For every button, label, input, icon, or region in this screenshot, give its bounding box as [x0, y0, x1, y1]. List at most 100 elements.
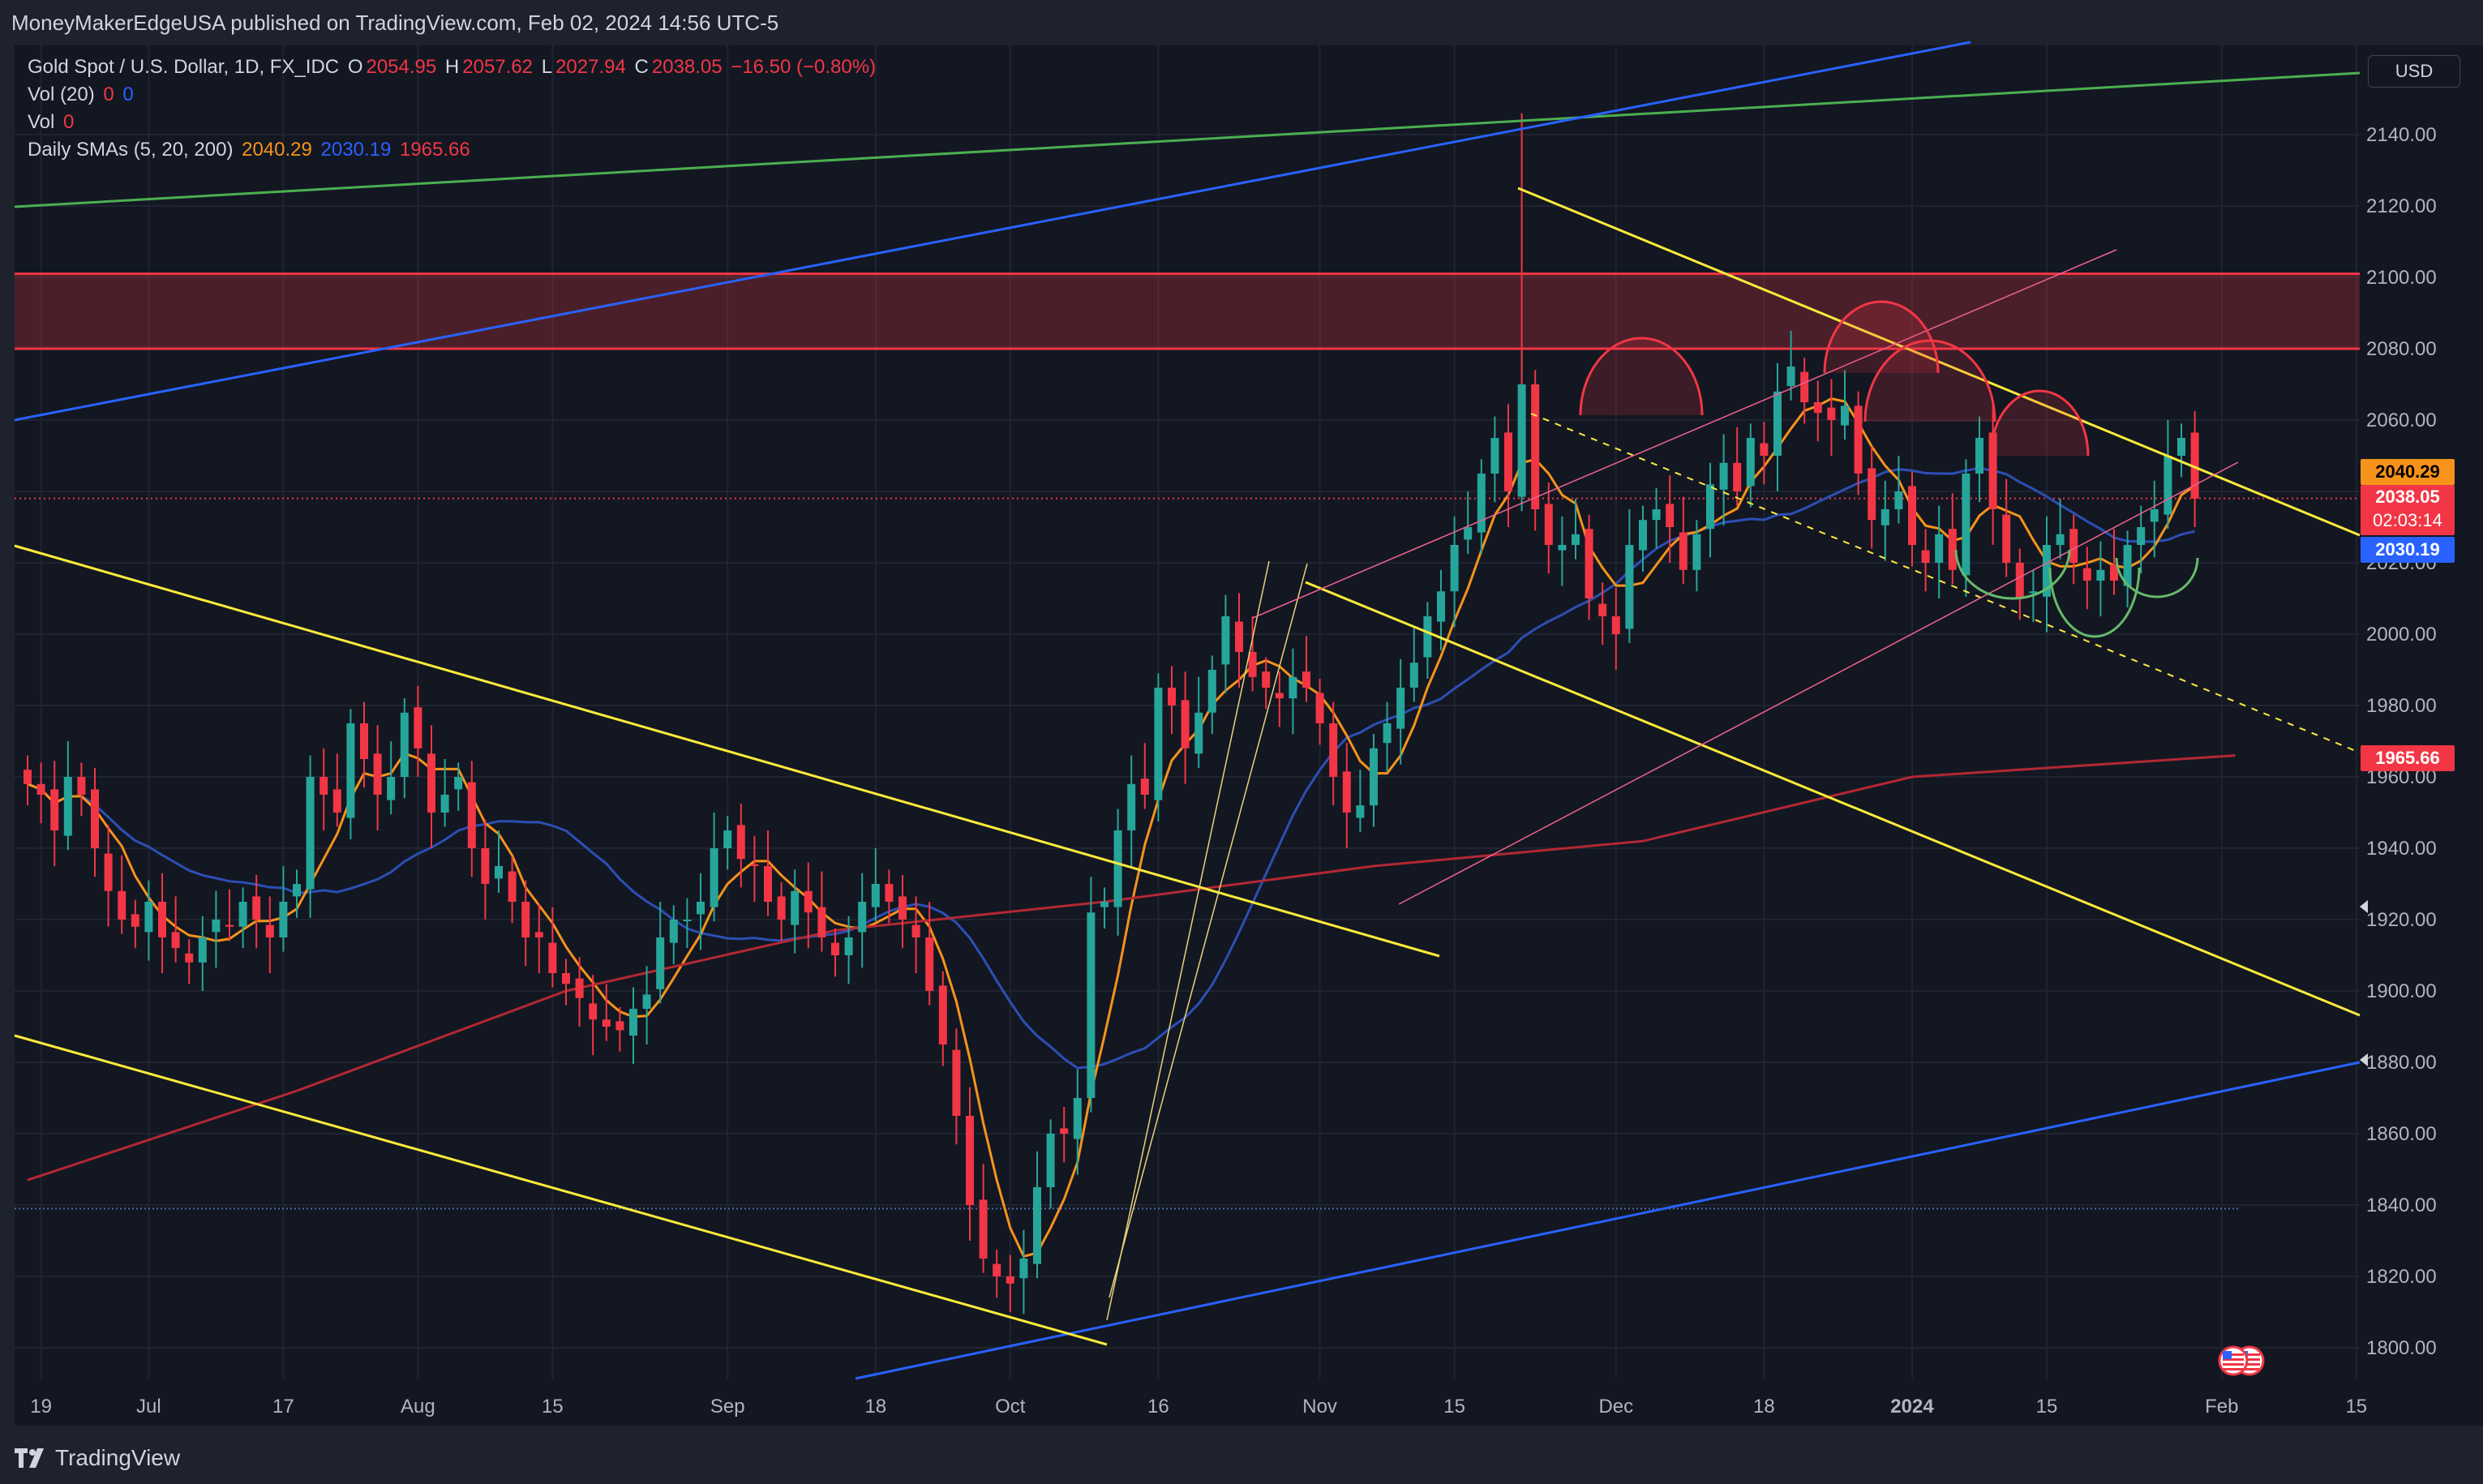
candle-body: [1409, 663, 1418, 688]
symbol-title[interactable]: Gold Spot / U.S. Dollar, 1D, FX_IDC: [28, 56, 340, 78]
candle-body: [683, 920, 692, 921]
candle-body: [293, 884, 301, 897]
price-tick-label: 1920.00: [2366, 909, 2437, 931]
candle-body: [2164, 456, 2172, 515]
candle-body: [1935, 534, 1944, 563]
candle-body: [1477, 474, 1486, 533]
currency-selector[interactable]: USD: [2368, 55, 2460, 88]
candle-body: [2015, 563, 2024, 598]
candle-body: [1760, 443, 1769, 456]
candle-body: [1531, 384, 1540, 509]
candle-body: [1060, 1128, 1069, 1134]
candle-body: [279, 902, 288, 937]
candle-body: [1315, 693, 1324, 723]
candle-body: [1370, 748, 1378, 806]
axis-background: [2360, 45, 2483, 1426]
vol-label[interactable]: Vol: [28, 111, 55, 133]
flag-canton: [2223, 1351, 2232, 1359]
tradingview-logo[interactable]: TradingView: [15, 1445, 180, 1471]
open-label: O: [347, 56, 363, 78]
sma20-tag-text: 2030.19: [2375, 539, 2440, 560]
candle-body: [1302, 671, 1310, 688]
vol20-label[interactable]: Vol (20): [28, 84, 95, 105]
candle-body: [1921, 550, 1930, 563]
time-tick-label: 18: [864, 1396, 886, 1418]
candle-body: [1598, 603, 1607, 616]
price-tick-label: 2120.00: [2366, 195, 2437, 217]
pink-channel-lower: [1398, 461, 2239, 905]
candle-body: [1275, 693, 1284, 699]
shoulder-arc-right: [1989, 389, 2090, 457]
candle-body: [966, 1116, 974, 1205]
candle-body: [1841, 405, 1849, 426]
time-tick-label: Sep: [710, 1396, 745, 1418]
candle-body: [1140, 778, 1149, 795]
candle-body: [1800, 371, 1809, 402]
candle-body: [1585, 529, 1593, 598]
candle-body: [534, 932, 543, 937]
sma-label[interactable]: Daily SMAs (5, 20, 200): [28, 139, 234, 161]
candle-body: [252, 896, 261, 920]
time-tick-label: 17: [272, 1396, 294, 1418]
candle-body: [1719, 462, 1728, 490]
candle-body: [1207, 670, 1216, 713]
open-value: 2054.95: [366, 56, 437, 78]
vol-value: 0: [63, 111, 75, 133]
candle-body: [185, 953, 194, 963]
candle-body: [2137, 527, 2146, 545]
candle-body: [225, 924, 234, 927]
candle-body: [212, 920, 221, 933]
candle-body: [777, 896, 786, 920]
candle-body: [1733, 462, 1742, 491]
shoulder-arc-mid: [1863, 339, 1996, 422]
green-trendline: [14, 71, 2361, 208]
sma20-line: [27, 466, 2195, 1070]
candle-body: [24, 770, 32, 784]
candle-body: [562, 973, 570, 984]
candle-body: [952, 1049, 961, 1116]
time-tick-label: 15: [1443, 1396, 1465, 1418]
sma200-price-tag: 1965.66: [2361, 745, 2455, 771]
candle-body: [36, 783, 45, 795]
candle-body: [791, 890, 800, 925]
candle-body: [319, 777, 328, 795]
time-axis[interactable]: 19 Jul 17 Aug 15 Sep 18 Oct 16 Nov 15 Dec 18 2024 15 Fe…: [30, 1396, 2367, 1418]
candle-body: [871, 884, 880, 907]
candle-body: [332, 789, 341, 813]
yellow-channel-top-right: [1305, 581, 2361, 1017]
time-tick-label: 19: [30, 1396, 52, 1418]
vol20-value-b: 0: [122, 84, 134, 105]
candle-body: [158, 902, 166, 937]
candle-body: [104, 853, 113, 891]
candle-body: [1221, 616, 1230, 665]
candle-body: [427, 753, 435, 813]
candle-body: [1880, 509, 1889, 525]
candle-body: [1450, 545, 1459, 592]
candle-body: [1127, 783, 1136, 830]
price-tick-label: 1940.00: [2366, 838, 2437, 860]
low-label: L: [541, 56, 553, 78]
candle-body: [1625, 545, 1634, 629]
candle-body: [1019, 1259, 1028, 1279]
sma5-tag-text: 2040.29: [2375, 461, 2440, 482]
price-tick-label: 1820.00: [2366, 1266, 2437, 1288]
publish-text: MoneyMakerEdgeUSA published on TradingVi…: [11, 11, 779, 35]
candle-body: [2056, 534, 2065, 545]
candle-body: [1073, 1098, 1082, 1139]
brand-text: TradingView: [55, 1445, 181, 1470]
candles[interactable]: [24, 113, 2199, 1315]
candle-body: [548, 942, 557, 973]
candle-body: [373, 753, 382, 795]
candle-body: [1262, 671, 1271, 688]
blue-trendline-lower: [855, 1061, 2361, 1380]
flag-stripe: [2239, 1363, 2260, 1366]
price-axis[interactable]: 1800.00 1820.00 1840.00 1860.00 1880.00 1900.…: [2360, 124, 2437, 1359]
candle-body: [1639, 520, 1647, 551]
candle-body: [1248, 652, 1257, 677]
candle-body: [1611, 616, 1620, 634]
trough-arc-1: [1954, 549, 2071, 600]
candle-body: [817, 907, 826, 937]
flag-stripe: [2223, 1363, 2244, 1366]
